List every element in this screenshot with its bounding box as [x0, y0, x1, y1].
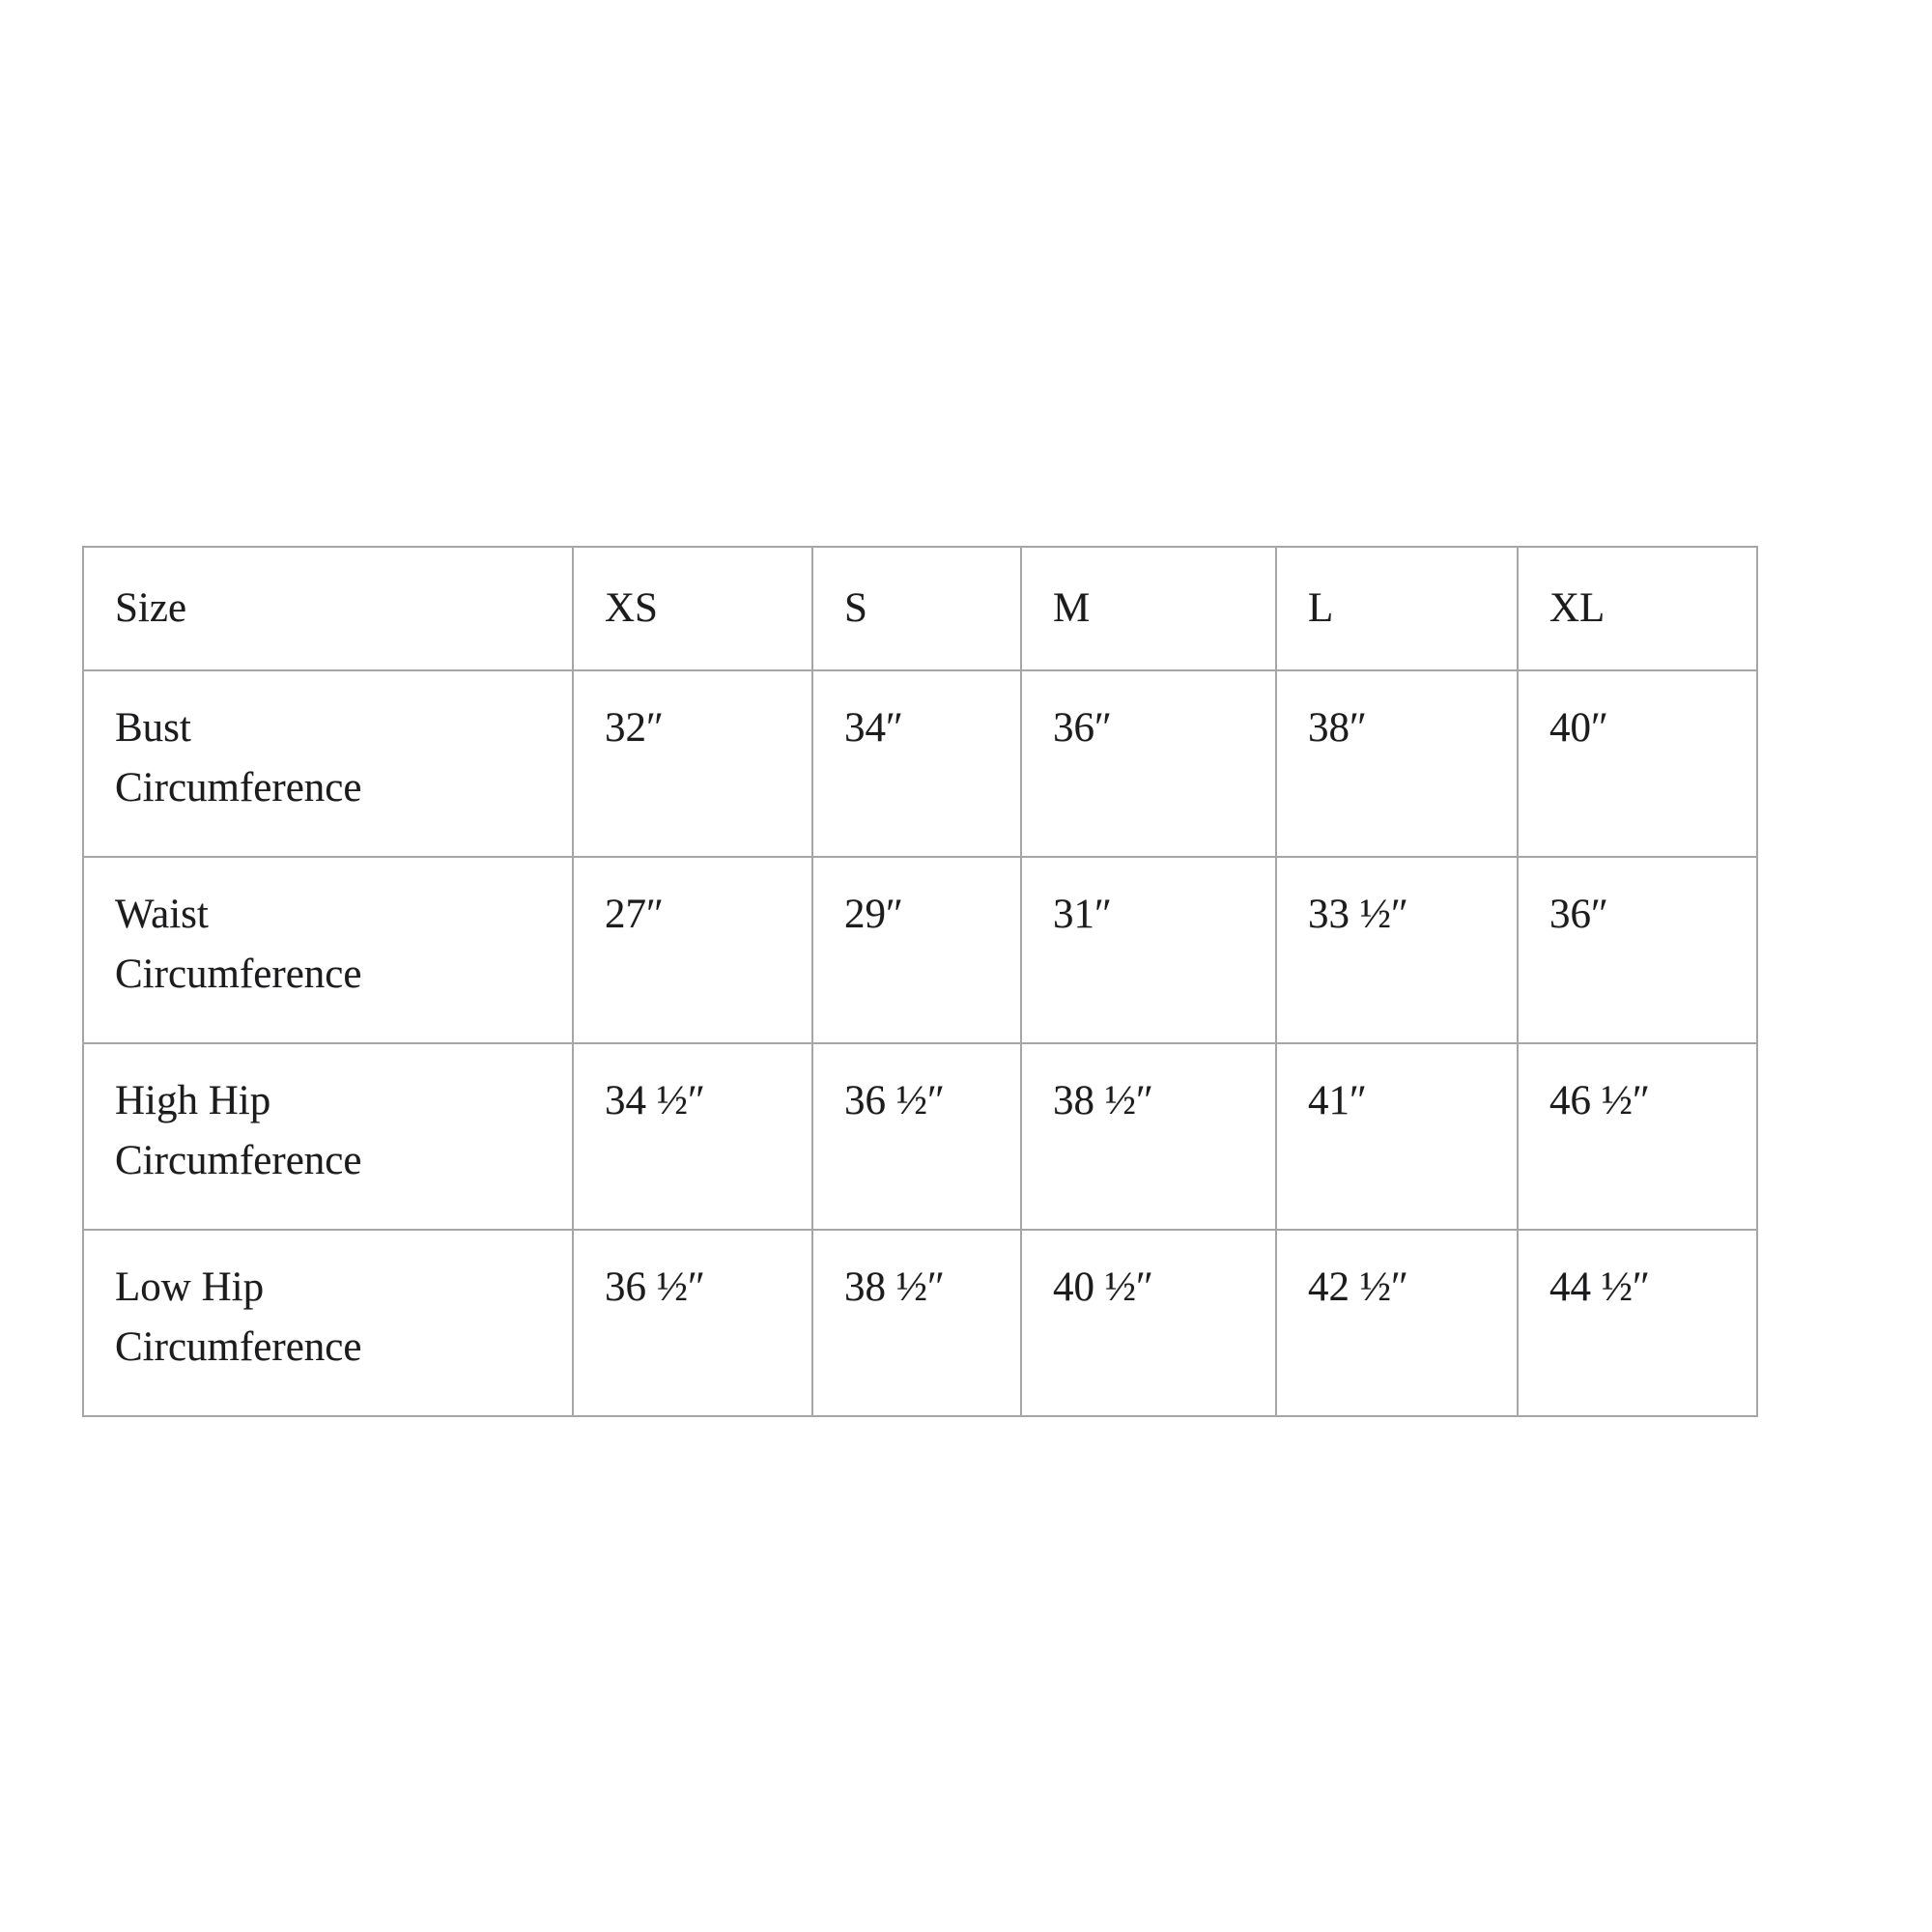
cell-low-hip-xs: 36 ½″ — [572, 1229, 813, 1417]
cell-low-hip-s: 38 ½″ — [811, 1229, 1022, 1417]
cell-waist-l: 33 ½″ — [1275, 856, 1519, 1044]
cell-high-hip-l: 41″ — [1275, 1042, 1519, 1231]
cell-bust-l: 38″ — [1275, 669, 1519, 858]
column-header-xl: XL — [1517, 546, 1758, 671]
row-label-high-hip: High Hip Circumference — [82, 1042, 574, 1231]
cell-low-hip-m: 40 ½″ — [1020, 1229, 1277, 1417]
column-header-s: S — [811, 546, 1022, 671]
size-chart: Size XS S M L XL Bust Circumference 32″ … — [82, 546, 1758, 1417]
row-label-bust: Bust Circumference — [82, 669, 574, 858]
column-header-xs: XS — [572, 546, 813, 671]
table-row-bust: Bust Circumference 32″ 34″ 36″ 38″ 40″ — [82, 669, 1758, 858]
cell-waist-xs: 27″ — [572, 856, 813, 1044]
cell-waist-m: 31″ — [1020, 856, 1277, 1044]
cell-bust-s: 34″ — [811, 669, 1022, 858]
row-label-waist: Waist Circumference — [82, 856, 574, 1044]
cell-bust-xl: 40″ — [1517, 669, 1758, 858]
cell-bust-m: 36″ — [1020, 669, 1277, 858]
cell-high-hip-xl: 46 ½″ — [1517, 1042, 1758, 1231]
cell-waist-s: 29″ — [811, 856, 1022, 1044]
cell-high-hip-s: 36 ½″ — [811, 1042, 1022, 1231]
table-row-high-hip: High Hip Circumference 34 ½″ 36 ½″ 38 ½″… — [82, 1042, 1758, 1231]
table-header-row: Size XS S M L XL — [82, 546, 1758, 671]
cell-low-hip-xl: 44 ½″ — [1517, 1229, 1758, 1417]
table-row-low-hip: Low Hip Circumference 36 ½″ 38 ½″ 40 ½″ … — [82, 1229, 1758, 1417]
cell-waist-xl: 36″ — [1517, 856, 1758, 1044]
column-header-l: L — [1275, 546, 1519, 671]
table-row-waist: Waist Circumference 27″ 29″ 31″ 33 ½″ 36… — [82, 856, 1758, 1044]
column-header-size: Size — [82, 546, 574, 671]
cell-bust-xs: 32″ — [572, 669, 813, 858]
cell-high-hip-m: 38 ½″ — [1020, 1042, 1277, 1231]
row-label-low-hip: Low Hip Circumference — [82, 1229, 574, 1417]
cell-high-hip-xs: 34 ½″ — [572, 1042, 813, 1231]
size-chart-table: Size XS S M L XL Bust Circumference 32″ … — [82, 546, 1758, 1417]
cell-low-hip-l: 42 ½″ — [1275, 1229, 1519, 1417]
column-header-m: M — [1020, 546, 1277, 671]
